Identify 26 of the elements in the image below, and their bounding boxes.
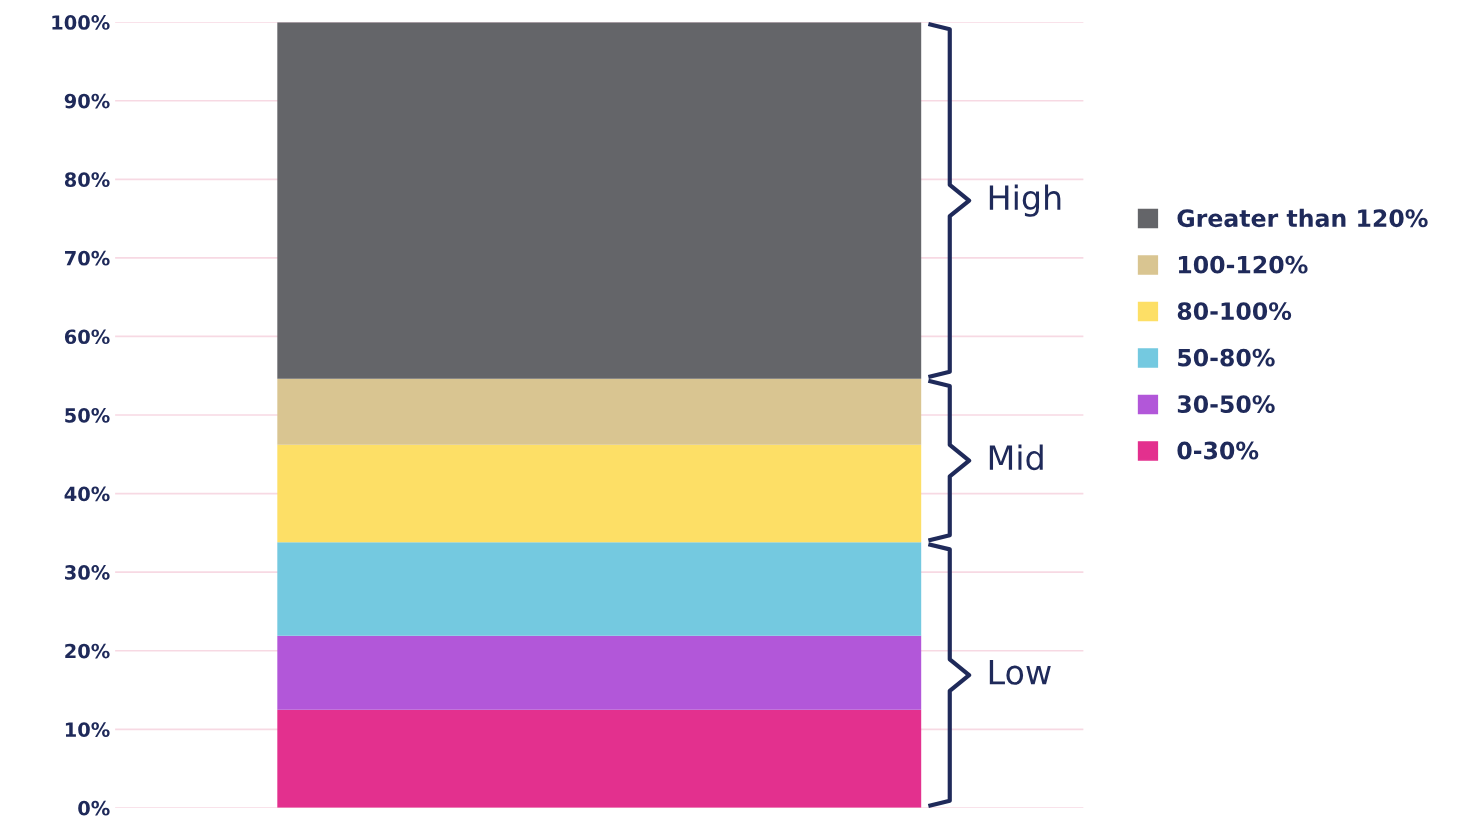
y-tick-label: 80% [64,172,110,187]
legend-label: Greater than 120% [1177,208,1428,228]
y-tick-label: 70% [65,250,110,266]
y-tick-label: 30% [65,565,110,580]
bar [277,22,922,379]
bar [277,635,922,710]
legend-label: 80-100% [1177,302,1292,321]
text: Mid [989,444,1043,471]
y-tick-label: 50% [65,407,110,423]
y-tick-label: 20% [65,643,110,659]
y-tick-label: 0% [78,800,110,816]
bar [277,542,922,636]
y-tick-label: 100% [52,15,110,30]
legend-label: 100-120% [1178,255,1308,274]
y-tick-label: 90% [64,93,110,109]
bar [277,709,922,808]
legend-label: 0-30% [1177,441,1259,460]
text: Low [989,659,1051,685]
y-tick-label: 40% [64,486,110,502]
y-tick-label: 60% [64,329,110,345]
legend-label: 30-50% [1177,395,1275,413]
text: High [989,184,1061,217]
bar [277,378,922,445]
y-tick-label: 10% [65,722,110,737]
bar [277,444,922,543]
legend-label: 50-80% [1178,348,1275,367]
